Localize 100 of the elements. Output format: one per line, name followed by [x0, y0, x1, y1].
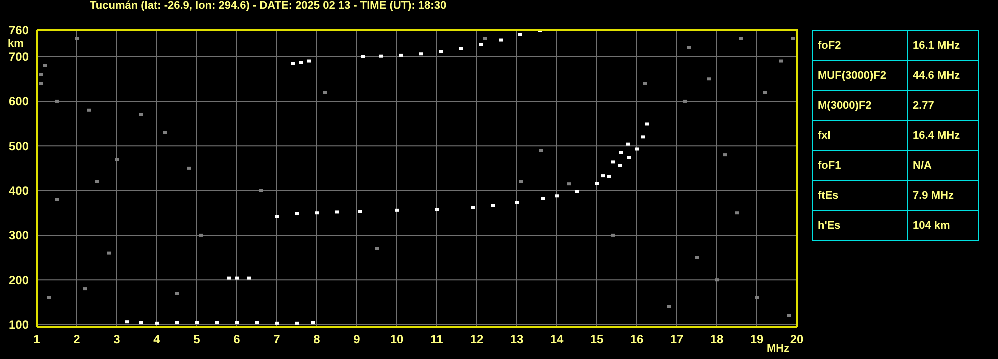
point	[763, 91, 767, 94]
text: 2.77	[908, 90, 978, 120]
y-tick-label: 400	[8, 184, 30, 198]
point	[735, 212, 739, 215]
point	[611, 234, 615, 237]
point	[499, 38, 503, 42]
point	[687, 46, 691, 50]
text: N/A	[908, 150, 978, 180]
point	[163, 131, 167, 134]
point	[75, 37, 79, 40]
point	[459, 47, 463, 50]
x-tick-label: 12	[470, 332, 484, 347]
point	[739, 37, 743, 40]
y-axis-title: km	[8, 38, 24, 50]
point	[195, 321, 199, 324]
point	[519, 180, 523, 184]
point	[307, 60, 311, 63]
x-tick-label: 19	[750, 332, 764, 347]
point	[323, 91, 327, 94]
point	[299, 61, 303, 64]
x-tick-label: 14	[550, 332, 564, 347]
point	[187, 166, 191, 170]
point	[215, 321, 219, 324]
point	[259, 189, 263, 192]
point	[235, 276, 239, 280]
point	[235, 321, 239, 324]
text: ftEs	[812, 180, 908, 210]
text: fxI	[812, 120, 908, 150]
point	[643, 82, 647, 86]
x-tick-label: 16	[630, 332, 644, 347]
point	[479, 43, 483, 46]
point	[715, 278, 719, 282]
text: foF1	[812, 150, 908, 180]
point	[247, 276, 251, 280]
point	[295, 212, 299, 216]
text: 104 km	[908, 210, 978, 240]
point	[618, 164, 622, 168]
point	[379, 54, 383, 58]
point	[626, 142, 630, 146]
point	[83, 288, 87, 291]
point	[395, 208, 399, 212]
point	[779, 60, 783, 63]
x-tick-label: 6	[234, 332, 241, 347]
x-axis-title: MHz	[767, 343, 790, 355]
y-tick-label: 300	[8, 228, 30, 243]
point	[667, 305, 671, 308]
y-tick-label: 600	[8, 94, 30, 109]
point	[483, 37, 487, 40]
point	[707, 78, 711, 81]
point	[95, 180, 99, 184]
x-tick-label: 4	[154, 332, 161, 347]
point	[55, 198, 59, 202]
text: foF2	[812, 30, 908, 60]
x-tick-label: 20	[790, 332, 804, 347]
point	[601, 174, 605, 178]
x-tick-label: 17	[670, 332, 684, 347]
point	[47, 296, 51, 300]
point	[791, 37, 795, 40]
point	[787, 314, 791, 318]
point	[471, 206, 475, 210]
y-tick-label: 200	[8, 273, 30, 288]
point	[107, 252, 111, 255]
point	[39, 73, 43, 76]
point	[139, 113, 143, 116]
point	[541, 197, 545, 200]
point	[139, 321, 143, 324]
point	[555, 194, 559, 198]
point	[518, 33, 522, 36]
point	[358, 210, 362, 214]
point	[641, 136, 645, 139]
point	[683, 100, 687, 103]
point	[635, 148, 639, 151]
point	[255, 321, 259, 324]
point	[55, 100, 59, 103]
point	[611, 160, 615, 164]
point	[375, 247, 379, 250]
text: 7.9 MHz	[908, 180, 978, 210]
point	[435, 208, 439, 212]
x-tick-label: 10	[390, 332, 404, 347]
text: 16.1 MHz	[908, 30, 978, 60]
x-tick-label: 11	[430, 332, 444, 347]
point	[567, 182, 571, 186]
text: MUF(3000)F2	[812, 60, 908, 90]
point	[115, 158, 119, 162]
y-tick-label: 760	[8, 23, 30, 38]
y-tick-label: 500	[8, 139, 30, 154]
point	[755, 296, 759, 300]
point	[125, 320, 129, 324]
point	[199, 234, 203, 237]
point	[227, 276, 231, 280]
point	[723, 154, 727, 157]
text: 16.4 MHz	[908, 120, 978, 150]
x-tick-label: 7	[274, 332, 281, 347]
point	[335, 210, 339, 214]
point	[39, 82, 43, 86]
x-tick-label: 2	[74, 332, 81, 347]
point	[515, 201, 519, 204]
point	[491, 204, 495, 208]
x-tick-label: 15	[590, 332, 604, 347]
x-tick-label: 18	[710, 332, 724, 347]
